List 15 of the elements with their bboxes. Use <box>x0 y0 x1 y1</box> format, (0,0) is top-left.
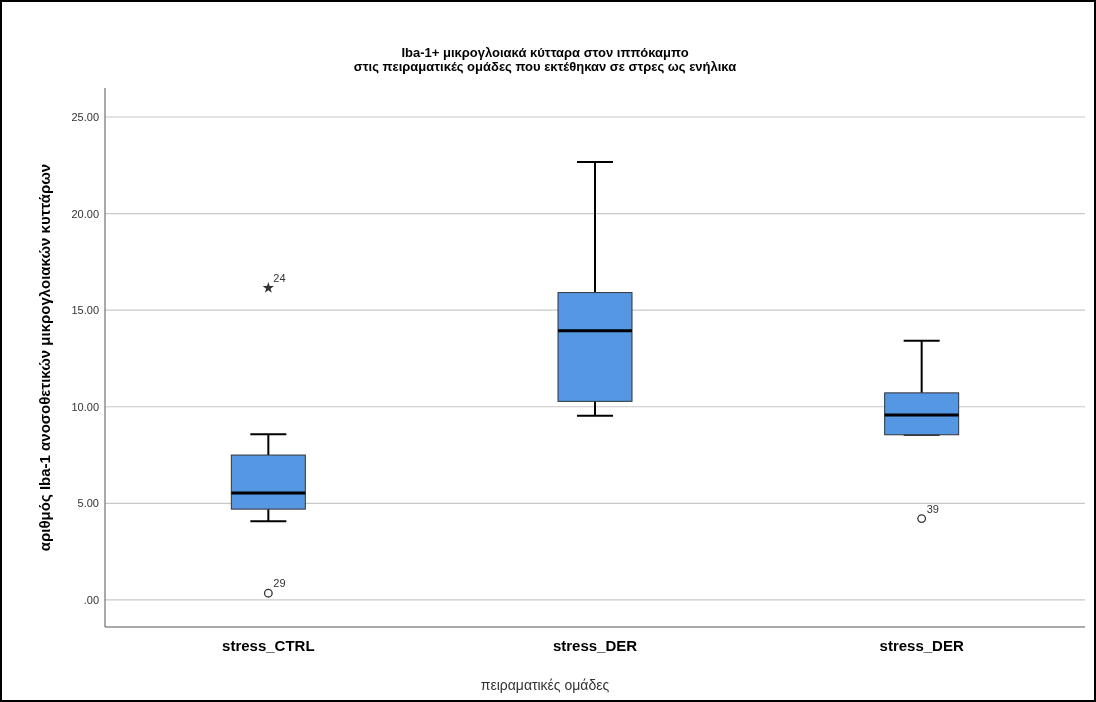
chart-title: Iba-1+ μικρογλοιακά κύτταρα στον ιππόκαμπο στις πειραματικές ομάδες που εκτέθηκαν σε στρες ως ενήλικα <box>353 45 737 74</box>
annotation: 24 <box>273 271 286 284</box>
y-tick-label: 5.00 <box>77 497 99 510</box>
annotation: 29 <box>273 577 286 590</box>
y-tick-label: 25.00 <box>71 110 99 123</box>
x-tick-label: stress_CTRL <box>222 637 315 654</box>
x-tick-label: stress_DER <box>879 637 964 654</box>
y-axis-title: αριθμός Iba-1 ανοσοθετικών μικρογλοιακών κυττάρων <box>36 163 53 552</box>
annotation: 39 <box>926 502 939 515</box>
y-tick-label: 10.00 <box>71 400 99 413</box>
x-axis-title: πειραματικές ομάδες <box>480 677 610 693</box>
y-tick-label: 15.00 <box>71 304 99 317</box>
y-tick-label: 20.00 <box>71 207 99 220</box>
x-tick-label: stress_DER <box>552 637 638 654</box>
y-tick-label: .00 <box>83 593 99 606</box>
